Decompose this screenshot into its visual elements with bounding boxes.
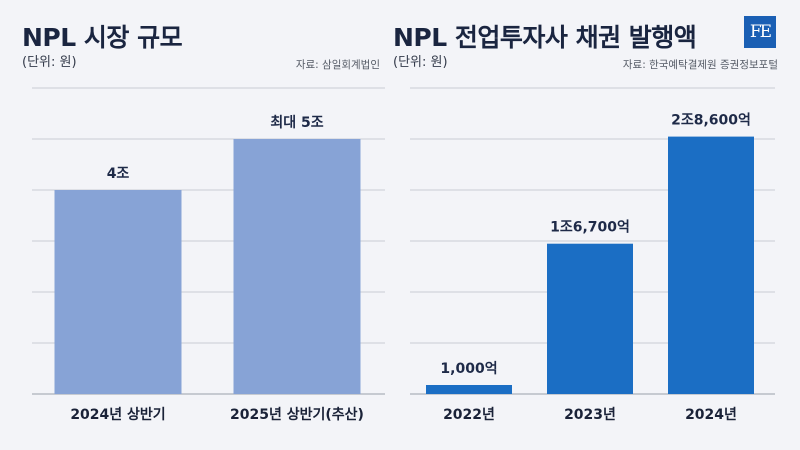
left-chart-title: NPL 시장 규모 [22, 23, 183, 52]
bar [668, 136, 754, 394]
category-label: 2022년 [443, 407, 495, 423]
bar [233, 139, 361, 394]
data-label: 2조8,600억 [671, 113, 751, 129]
right-source: 자료: 한국예탁결제원 증권정보포털 [622, 59, 778, 71]
bar [54, 190, 182, 394]
right-bar-chart: 1,000억 2022년 1조6,700억 2023년 2조8,600억 2024년 [410, 87, 775, 423]
data-label: 1,000억 [440, 361, 497, 377]
category-label: 2024년 [685, 407, 737, 423]
right-chart-title: NPL 전업투자사 채권 발행액 [393, 23, 697, 52]
left-unit-label: (단위: 원) [22, 55, 77, 70]
right-unit-label: (단위: 원) [393, 55, 448, 70]
category-label: 2023년 [564, 407, 616, 423]
bar [426, 385, 512, 394]
category-label: 2024년 상반기 [70, 406, 165, 423]
left-bar-chart: 4조 2024년 상반기 최대 5조 2025년 상반기(추산) [32, 87, 385, 423]
data-label: 4조 [107, 166, 130, 182]
left-source: 자료: 삼일회계법인 [295, 59, 380, 71]
bar [547, 243, 633, 394]
publisher-logo: FE [744, 16, 776, 48]
data-label: 1조6,700억 [550, 220, 630, 236]
data-label: 최대 5조 [270, 115, 323, 131]
category-label: 2025년 상반기(추산) [230, 406, 364, 423]
